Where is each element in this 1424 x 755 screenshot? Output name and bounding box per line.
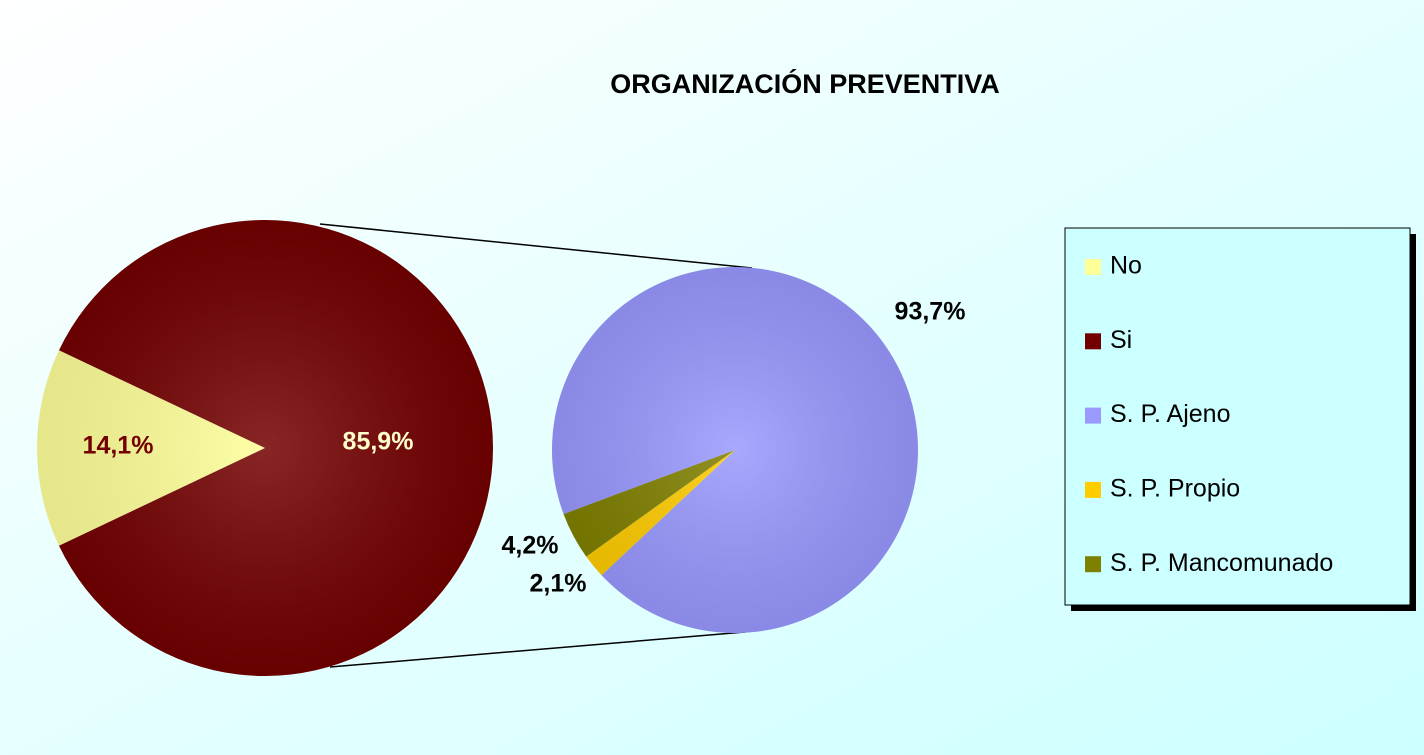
legend-swatch	[1085, 481, 1101, 498]
legend-swatch	[1085, 259, 1101, 275]
legend-swatch	[1085, 333, 1101, 350]
legend-label: No	[1110, 252, 1142, 280]
legend	[1064, 227, 1411, 606]
data-label: 85,9%	[343, 428, 414, 456]
data-label: 93,7%	[895, 298, 966, 326]
data-label: 14,1%	[83, 432, 154, 460]
legend-swatch	[1085, 556, 1101, 573]
pie-slice	[552, 267, 918, 634]
legend-label: S. P. Mancomunado	[1110, 549, 1333, 577]
chart-title: ORGANIZACIÓN PREVENTIVA	[610, 68, 1000, 99]
legend-swatch	[1085, 407, 1101, 424]
legend-label: S. P. Propio	[1110, 475, 1240, 503]
legend-label: S. P. Ajeno	[1110, 400, 1230, 428]
data-label: 4,2%	[502, 532, 559, 560]
data-label: 2,1%	[530, 570, 587, 598]
legend-label: Si	[1110, 326, 1132, 354]
